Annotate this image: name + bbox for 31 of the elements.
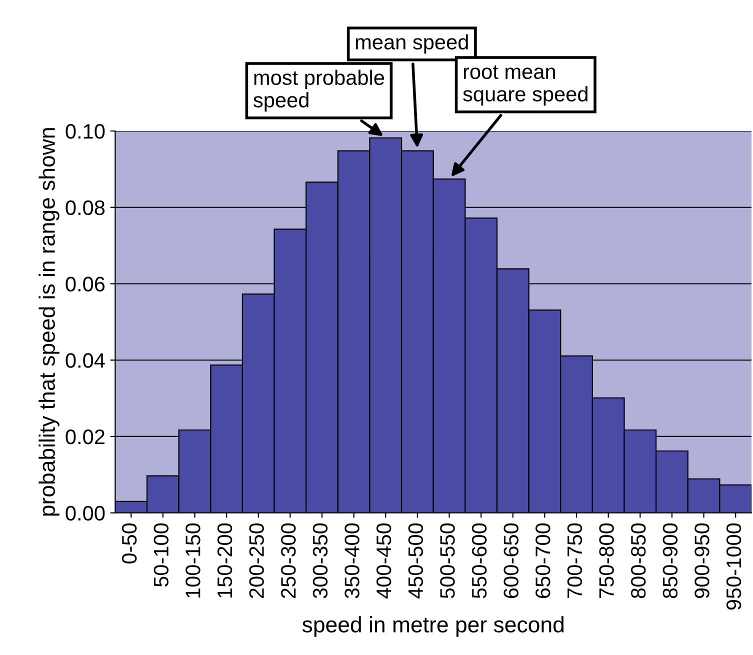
x-tick-label: 450-500 <box>408 523 424 599</box>
x-tick-label: 850-900 <box>662 523 678 598</box>
x-tick-label: 100-150 <box>186 523 200 598</box>
x-tick-label: 700-750 <box>567 523 582 598</box>
x-tick-label: 500-550 <box>440 523 455 598</box>
x-tick-label: 950-1000 <box>726 523 742 610</box>
x-tick-label: 650-700 <box>536 523 550 598</box>
y-axis-title: probability that speed is in range shown <box>38 128 60 516</box>
x-tick-label: 900-950 <box>694 523 710 598</box>
x-tick-label: 350-400 <box>344 523 360 598</box>
y-tick-label: 0.04 <box>66 353 105 368</box>
x-axis-title: speed in metre per second <box>302 616 564 637</box>
y-tick-label: 0.06 <box>66 276 105 292</box>
annotation: mean speed <box>356 34 468 54</box>
x-tick-label: 400-450 <box>376 523 392 599</box>
x-tick-label: 750-800 <box>599 523 614 598</box>
x-tick-label: 300-350 <box>312 523 328 598</box>
x-tick-label: 150-200 <box>217 523 232 598</box>
y-tick-label: 0.02 <box>66 429 104 444</box>
y-tick-label: 0.08 <box>66 200 105 216</box>
x-tick-label: 250-300 <box>281 523 296 598</box>
x-tick-label: 50-100 <box>154 523 169 587</box>
x-tick-label: 0-50 <box>122 523 137 564</box>
x-tick-label: 600-650 <box>504 523 518 598</box>
x-tick-label: 800-850 <box>630 523 646 598</box>
x-tick-label: 550-600 <box>472 523 487 598</box>
x-tick-label: 200-250 <box>249 523 264 598</box>
y-tick-label: 0.00 <box>66 506 105 521</box>
annotation: most probable speed <box>254 70 384 112</box>
annotation: root mean square speed <box>463 65 588 106</box>
y-tick-label: 0.10 <box>66 124 105 139</box>
